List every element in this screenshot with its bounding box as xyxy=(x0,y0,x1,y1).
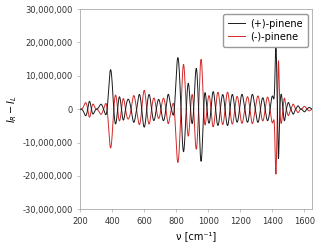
(-)-pinene xyxy=(188,108,192,111)
(+)-pinene xyxy=(303,110,307,113)
(-)-pinene xyxy=(303,106,307,109)
(+)-pinene xyxy=(78,108,82,111)
(-)-pinene xyxy=(78,108,82,111)
(+)-pinene xyxy=(274,44,278,47)
(+)-pinene xyxy=(310,108,314,111)
(-)-pinene xyxy=(178,141,181,144)
Line: (-)-pinene: (-)-pinene xyxy=(80,59,312,174)
(-)-pinene xyxy=(292,103,296,106)
(+)-pinene xyxy=(178,75,181,78)
Y-axis label: $I_R - I_L$: $I_R - I_L$ xyxy=(5,95,19,123)
(-)-pinene xyxy=(247,101,251,103)
(-)-pinene xyxy=(199,58,203,61)
(-)-pinene xyxy=(310,108,314,111)
(+)-pinene xyxy=(188,107,192,110)
Legend: (+)-pinene, (-)-pinene: (+)-pinene, (-)-pinene xyxy=(223,14,308,46)
X-axis label: ν [cm⁻¹]: ν [cm⁻¹] xyxy=(176,231,216,242)
(-)-pinene xyxy=(274,173,278,176)
(-)-pinene xyxy=(176,161,180,164)
(+)-pinene xyxy=(292,112,296,115)
(+)-pinene xyxy=(176,56,180,59)
Line: (+)-pinene: (+)-pinene xyxy=(80,45,312,161)
(+)-pinene xyxy=(247,115,251,118)
(+)-pinene xyxy=(199,160,203,163)
